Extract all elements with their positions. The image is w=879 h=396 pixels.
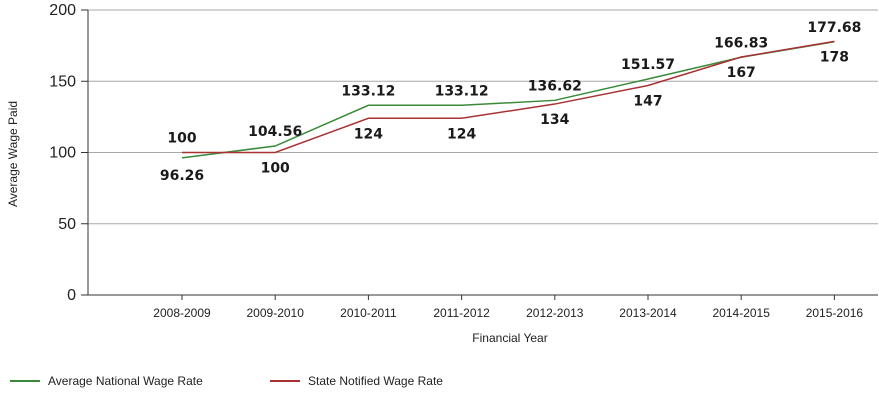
data-label-state: 100 [261,161,290,177]
data-label-national: 177.68 [807,20,861,36]
y-tick-label: 150 [49,73,76,90]
data-labels: 96.26 104.56 133.12 133.12 136.62 151.57 166.8… [160,20,862,184]
data-label-state: 100 [167,131,196,147]
data-label-state: 124 [354,126,383,142]
data-label-national: 133.12 [341,83,395,99]
y-tick-label: 50 [58,216,76,233]
x-tick-label: 2009-2010 [247,306,305,320]
data-label-national: 151.57 [621,57,675,73]
data-label-state: 124 [447,126,476,142]
data-label-state: 167 [727,65,756,81]
y-tick-label: 0 [67,287,76,304]
data-label-national: 104.56 [248,124,302,140]
legend: Average National Wage Rate State Notified… [10,374,443,388]
y-tick-label: 200 [49,2,76,19]
y-axis-ticks: 0 50 100 150 200 [49,2,88,304]
data-label-national: 136.62 [528,78,582,94]
x-axis-ticks: 2008-2009 2009-2010 2010-2011 2011-2012 2012… [153,295,863,320]
data-label-state: 178 [820,49,849,65]
y-tick-label: 100 [49,145,76,162]
x-tick-label: 2012-2013 [526,306,584,320]
data-label-national: 166.83 [714,35,768,51]
x-tick-label: 2013-2014 [619,306,677,320]
x-axis-title: Financial Year [472,331,547,345]
series-line-state [182,40,835,154]
x-tick-label: 2011-2012 [433,306,490,320]
legend-label-state: State Notified Wage Rate [308,374,443,388]
x-tick-label: 2010-2011 [340,306,397,320]
data-label-national: 96.26 [160,168,204,184]
y-axis-title: Average Wage Paid [6,101,20,207]
x-tick-label: 2014-2015 [713,306,771,320]
data-label-state: 147 [633,94,662,110]
series-lines [181,40,835,159]
data-label-state: 134 [540,112,569,128]
data-label-national: 133.12 [435,83,489,99]
series-line-national [181,41,835,159]
legend-label-national: Average National Wage Rate [48,374,203,388]
x-tick-label: 2015-2016 [806,306,864,320]
x-tick-label: 2008-2009 [153,306,211,320]
